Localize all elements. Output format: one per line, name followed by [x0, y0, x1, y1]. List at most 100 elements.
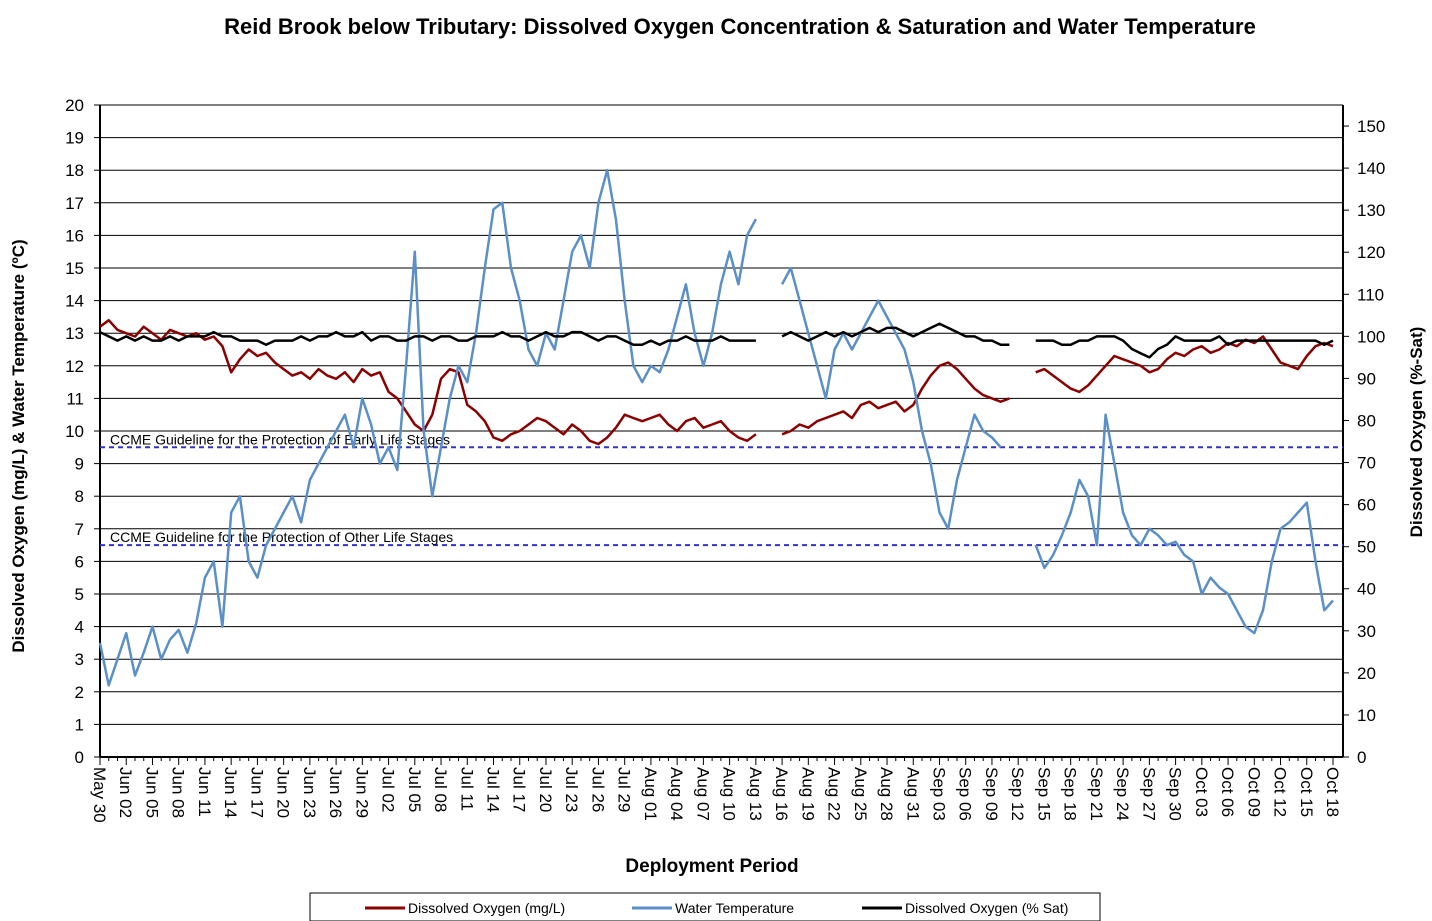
x-tick-label: Aug 25: [851, 767, 870, 821]
legend-label: Dissolved Oxygen (mg/L): [408, 900, 565, 916]
y-tick-label: 5: [75, 585, 84, 604]
y-tick-label: 13: [65, 324, 84, 343]
x-tick-label: Aug 31: [903, 767, 922, 821]
x-tick-label: Jun 05: [142, 767, 161, 818]
x-tick-label: Jun 14: [221, 767, 240, 818]
y2-tick-label: 150: [1357, 117, 1385, 136]
x-tick-label: Jun 20: [274, 767, 293, 818]
y2-tick-label: 40: [1357, 580, 1376, 599]
x-tick-label: Jul 05: [405, 767, 424, 812]
y2-tick-label: 70: [1357, 454, 1376, 473]
x-tick-label: Aug 22: [825, 767, 844, 821]
x-tick-label: Oct 12: [1271, 767, 1290, 817]
x-tick-label: Jun 02: [116, 767, 135, 818]
series-line: [99, 322, 1334, 359]
y2-tick-label: 0: [1357, 748, 1366, 767]
x-tick-label: Jun 23: [300, 767, 319, 818]
y-tick-label: 11: [66, 389, 84, 408]
x-tick-label: Aug 01: [641, 767, 660, 821]
x-tick-label: Aug 10: [720, 767, 739, 821]
x-tick-label: Jul 26: [588, 767, 607, 812]
series-line: [99, 318, 1334, 446]
y-tick-label: 7: [75, 520, 84, 539]
y-tick-label: 2: [75, 683, 84, 702]
y-tick-label: 20: [65, 96, 84, 115]
x-tick-label: Aug 19: [798, 767, 817, 821]
x-tick-label: Sep 18: [1061, 767, 1080, 821]
x-tick-label: Jun 26: [326, 767, 345, 818]
guideline-label: CCME Guideline for the Protection of Ear…: [110, 431, 450, 447]
y2-tick-label: 140: [1357, 159, 1385, 178]
x-tick-label: Jul 11: [457, 767, 476, 811]
x-tick-label: Aug 16: [772, 767, 791, 821]
x-tick-label: Jun 29: [352, 767, 371, 818]
y-tick-label: 12: [65, 357, 84, 376]
x-tick-label: Aug 13: [746, 767, 765, 821]
x-tick-label: Jul 02: [379, 767, 398, 812]
x-axis-label: Deployment Period: [625, 856, 798, 877]
y-tick-label: 19: [65, 129, 84, 148]
x-tick-label: May 30: [90, 767, 109, 823]
y2-tick-label: 60: [1357, 496, 1376, 515]
x-tick-label: Jul 29: [615, 767, 634, 812]
y-tick-label: 16: [65, 226, 84, 245]
y-axis-label: Dissolved Oxygen (mg/L) & Water Temperat…: [9, 239, 28, 652]
x-tick-label: Jun 08: [169, 767, 188, 818]
x-tick-label: Oct 15: [1297, 767, 1316, 817]
guideline-label: CCME Guideline for the Protection of Oth…: [110, 529, 453, 545]
x-tick-label: Oct 09: [1244, 767, 1263, 817]
x-tick-label: Sep 03: [929, 767, 948, 821]
y2-tick-label: 30: [1357, 622, 1376, 641]
x-tick-label: Aug 04: [667, 767, 686, 821]
x-tick-label: Jun 11: [195, 767, 214, 817]
y2-tick-label: 110: [1357, 285, 1384, 304]
x-tick-label: Sep 12: [1008, 767, 1027, 821]
x-tick-label: Sep 21: [1087, 767, 1106, 821]
x-tick-label: Jul 14: [484, 767, 503, 812]
x-tick-label: Sep 15: [1034, 767, 1053, 821]
y-tick-label: 1: [75, 715, 84, 734]
x-tick-label: Aug 07: [693, 767, 712, 821]
y2-tick-label: 80: [1357, 411, 1376, 430]
x-tick-label: Sep 30: [1166, 767, 1185, 821]
y2-tick-label: 120: [1357, 243, 1385, 262]
x-tick-label: Sep 24: [1113, 767, 1132, 821]
x-tick-label: Jul 20: [536, 767, 555, 812]
x-tick-label: Aug 28: [877, 767, 896, 821]
y2-tick-label: 100: [1357, 327, 1385, 346]
legend-label: Water Temperature: [675, 900, 794, 916]
y2-tick-label: 10: [1357, 706, 1376, 725]
x-tick-label: Jul 17: [510, 767, 529, 812]
legend-box: [309, 892, 1101, 921]
y-tick-label: 9: [75, 455, 84, 474]
y-tick-label: 6: [75, 552, 84, 571]
x-tick-label: Jul 23: [562, 767, 581, 812]
x-tick-label: Jul 08: [431, 767, 450, 812]
x-tick-label: Oct 06: [1218, 767, 1237, 817]
series-line: [98, 168, 1334, 687]
y-tick-label: 3: [75, 650, 84, 669]
y2-tick-label: 90: [1357, 369, 1376, 388]
x-tick-label: Jun 17: [247, 767, 266, 818]
x-tick-label: Sep 09: [982, 767, 1001, 821]
chart-title: Reid Brook below Tributary: Dissolved Ox…: [224, 14, 1256, 39]
y-tick-label: 17: [65, 194, 84, 213]
y-tick-label: 10: [65, 422, 84, 441]
y-tick-label: 4: [75, 618, 84, 637]
y-tick-label: 8: [75, 487, 84, 506]
y-tick-label: 18: [65, 161, 84, 180]
y-tick-label: 15: [65, 259, 84, 278]
y-tick-label: 0: [75, 748, 84, 767]
x-tick-label: Oct 18: [1323, 767, 1342, 817]
x-tick-label: Sep 06: [956, 767, 975, 821]
y2-axis-label: Dissolved Oxygen (%-Sat): [1407, 327, 1426, 538]
x-tick-label: Oct 03: [1192, 767, 1211, 817]
y-tick-label: 14: [65, 292, 84, 311]
legend-label: Dissolved Oxygen (% Sat): [905, 900, 1068, 916]
y2-tick-label: 20: [1357, 664, 1376, 683]
y2-tick-label: 50: [1357, 538, 1376, 557]
y2-tick-label: 130: [1357, 201, 1385, 220]
x-tick-label: Sep 27: [1139, 767, 1158, 821]
